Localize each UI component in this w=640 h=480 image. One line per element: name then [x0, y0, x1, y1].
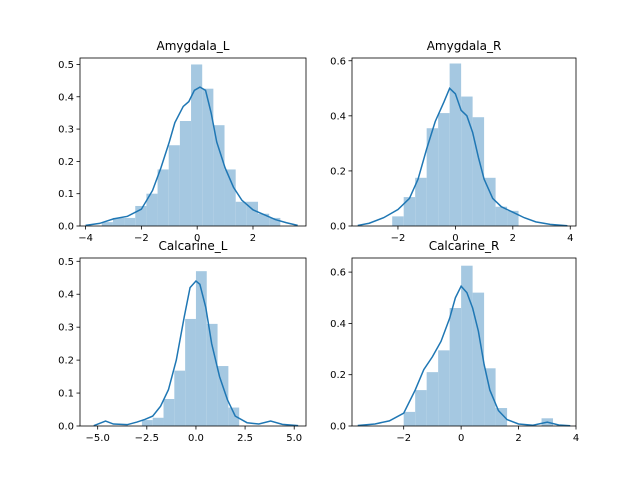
- amygdala-l-bar-4: [146, 193, 158, 226]
- amygdala-r-bar-6: [461, 96, 473, 227]
- calcarine-r-bar-4: [449, 308, 462, 426]
- calcarine-r-ytick-label: 0.4: [330, 319, 346, 330]
- calcarine-r-ytick-label: 0.0: [330, 422, 346, 433]
- amygdala-l-bar-14: [258, 213, 270, 226]
- amygdala-l-bar-15: [269, 217, 281, 226]
- calcarine-r-xtick-label: 2: [515, 433, 521, 444]
- calcarine-l-bar-8: [228, 407, 240, 426]
- amygdala-r-kde-line: [357, 87, 568, 227]
- amygdala-r-bar-5: [449, 63, 462, 227]
- amygdala-l-title: Amygdala_L: [157, 39, 230, 53]
- amygdala-r-ytick-label: 0.6: [330, 56, 346, 67]
- amygdala-r-bar-0: [392, 216, 404, 226]
- amygdala-r-xtick-label: −2: [391, 233, 406, 244]
- amygdala-r-ytick-label: 0.0: [330, 222, 346, 233]
- amygdala-r-xtick-label: 4: [567, 233, 573, 244]
- amygdala-l-bar-8: [191, 64, 203, 226]
- amygdala-r-bar-4: [438, 113, 450, 226]
- amygdala-r-bar-10: [507, 210, 519, 226]
- calcarine-l-bar-3: [174, 370, 186, 426]
- calcarine-r-bar-1: [415, 390, 427, 426]
- calcarine-l-bar-6: [206, 323, 218, 426]
- amygdala-r-title: Amygdala_R: [427, 39, 502, 53]
- calcarine-l-bar-0: [141, 420, 153, 426]
- amygdala-r-bar-9: [495, 206, 508, 226]
- amygdala-r-bar-2: [415, 177, 427, 226]
- calcarine-l-bar-2: [163, 398, 175, 426]
- calcarine-r-bar-5: [461, 265, 473, 426]
- amygdala-l-bar-3: [135, 205, 147, 226]
- amygdala-l-xtick-label: −2: [134, 233, 149, 244]
- amygdala-l-bar-12: [235, 201, 247, 226]
- calcarine-r-xtick-label: 4: [573, 433, 579, 444]
- calcarine-l-ytick-label: 0.2: [58, 356, 74, 367]
- amygdala-l-bar-7: [179, 121, 192, 226]
- amygdala-r-axes-frame: [351, 57, 577, 227]
- calcarine-l-ytick-label: 0.5: [58, 257, 74, 268]
- calcarine-r-kde-line: [357, 284, 571, 427]
- amygdala-l-bar-6: [168, 145, 180, 226]
- amygdala-l-bar-0: [101, 222, 113, 226]
- calcarine-l-bar-5: [195, 271, 207, 426]
- amygdala-r-ytick-label: 0.2: [330, 166, 346, 177]
- amygdala-l-bar-1: [112, 217, 125, 226]
- calcarine-l-xtick-label: −5.0: [86, 433, 110, 444]
- calcarine-l-ytick-label: 0.4: [58, 290, 74, 301]
- amygdala-l-ytick-label: 0.2: [58, 157, 74, 168]
- amygdala-l-ytick-label: 0.5: [58, 60, 74, 71]
- calcarine-l-ytick-label: 0.1: [58, 389, 74, 400]
- calcarine-l-title: Calcarine_L: [159, 239, 228, 253]
- amygdala-l-xtick-label: 0: [194, 233, 200, 244]
- amygdala-l-bar-11: [224, 169, 236, 226]
- calcarine-l-kde-line: [93, 280, 299, 427]
- amygdala-l-ytick-label: 0.1: [58, 189, 74, 200]
- calcarine-l-xtick-label: 5.0: [286, 433, 302, 444]
- calcarine-r-title: Calcarine_R: [429, 239, 500, 253]
- calcarine-r-ytick-label: 0.2: [330, 370, 346, 381]
- calcarine-l-xtick-label: 0.0: [188, 433, 204, 444]
- amygdala-l-xtick-label: 2: [250, 233, 256, 244]
- calcarine-r-bar-3: [438, 350, 450, 426]
- amygdala-l-bar-9: [202, 88, 214, 226]
- amygdala-l-ytick-label: 0.4: [58, 92, 74, 103]
- amygdala-r-ytick-label: 0.4: [330, 111, 346, 122]
- calcarine-l-bar-1: [152, 417, 164, 426]
- calcarine-l-ytick-label: 0.0: [58, 422, 74, 433]
- calcarine-r-bar-7: [484, 368, 496, 426]
- amygdala-r-xtick-label: 2: [510, 233, 516, 244]
- calcarine-r-axes-frame: [351, 257, 577, 427]
- amygdala-r-xtick-label: 0: [452, 233, 458, 244]
- calcarine-r-bar-2: [426, 372, 439, 426]
- panel-amygdala-l: −4 −2 0 2 0.0 0.1 0.2 0.3 0.4 0.5 Amygdala_L: [58, 39, 307, 244]
- calcarine-l-bar-7: [217, 366, 229, 426]
- amygdala-l-xtick-label: −4: [78, 233, 93, 244]
- amygdala-r-bar-7: [472, 117, 485, 226]
- calcarine-l-axes-frame: [79, 257, 307, 427]
- amygdala-l-bar-5: [157, 169, 169, 226]
- calcarine-l-bar-4: [185, 318, 196, 426]
- panel-calcarine-r: −2 0 2 4 0.0 0.2 0.4 0.6 Calcarine_R: [330, 239, 579, 444]
- panel-amygdala-r: −2 0 2 4 0.0 0.2 0.4 0.6 Amygdala_R: [330, 39, 577, 244]
- amygdala-l-ytick-label: 0.3: [58, 125, 74, 136]
- amygdala-l-ytick-label: 0.0: [58, 222, 74, 233]
- calcarine-r-bar-8: [495, 408, 508, 426]
- calcarine-r-bar-0: [403, 411, 416, 426]
- amygdala-r-bar-1: [403, 197, 416, 226]
- amygdala-r-bar-8: [484, 177, 496, 226]
- calcarine-l-xtick-label: −2.5: [135, 433, 159, 444]
- calcarine-l-ytick-label: 0.3: [58, 323, 74, 334]
- amygdala-l-axes-frame: [79, 57, 307, 227]
- panel-calcarine-l: −5.0 −2.5 0.0 2.5 5.0 0.0 0.1 0.2 0.3 0.4 0.5 Calca…: [58, 239, 307, 444]
- amygdala-r-bar-3: [426, 128, 439, 226]
- calcarine-r-bar-6: [472, 292, 485, 426]
- amygdala-l-kde-line: [85, 86, 298, 227]
- calcarine-r-xtick-label: −2: [396, 433, 411, 444]
- amygdala-l-bar-2: [124, 217, 136, 226]
- amygdala-l-bar-13: [246, 201, 259, 226]
- calcarine-l-xtick-label: 2.5: [237, 433, 253, 444]
- calcarine-r-xtick-label: 0: [458, 433, 464, 444]
- calcarine-r-ytick-label: 0.6: [330, 268, 346, 279]
- amygdala-l-bar-10: [213, 125, 225, 226]
